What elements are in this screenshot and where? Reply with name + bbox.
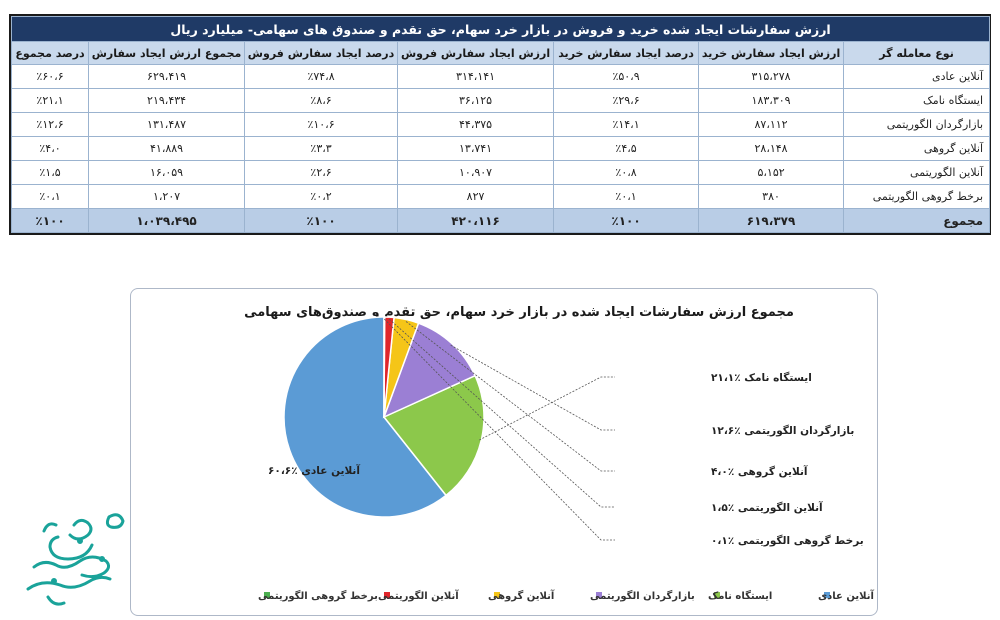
leader-line (450, 344, 615, 431)
table-row: آنلاین عادی ۳۱۵،۲۷۸ ٪۵۰،۹ ۳۱۴،۱۴۱ ٪۷۴،۸ ۶۲۹،۴… (10, 64, 991, 89)
column-header: ارزش ایجاد سفارش خرید (698, 41, 845, 65)
table-cell: ٪۴،۰ (10, 136, 90, 161)
pie-chart-panel: مجموع ارزش سفارشات ایجاد شده در بازار خر… (130, 288, 878, 616)
pie-slice (283, 316, 448, 518)
table-cell: ٪۲۱،۱ (10, 88, 90, 113)
column-header: درصد ایجاد سفارش خرید (553, 41, 700, 65)
total-cell: ۱،۰۳۹،۴۹۵ (88, 208, 246, 233)
pie-slice (383, 316, 386, 418)
chart-title: مجموع ارزش سفارشات ایجاد شده در بازار خر… (244, 305, 794, 320)
table-cell: ۱۳۱،۴۸۷ (88, 112, 246, 137)
data-label: ایستگاه نامک ٪۲۱،۱ (711, 371, 812, 384)
table-header-row: نوع معامله گر ارزش ایجاد سفارش خرید درصد ا… (10, 41, 991, 65)
data-label: آنلاین گروهی ٪۴،۰ (711, 465, 808, 478)
table-body: آنلاین عادی ۳۱۵،۲۷۸ ٪۵۰،۹ ۳۱۴،۱۴۱ ٪۷۴،۸ ۶۲۹،۴… (10, 64, 991, 233)
table-cell: ٪۰،۱ (553, 184, 700, 209)
total-cell: ٪۱۰۰ (553, 208, 700, 233)
table-cell: ٪۴،۵ (553, 136, 700, 161)
column-header: ارزش ایجاد سفارش فروش (397, 41, 555, 65)
table-cell: ۱۸۳،۳۰۹ (698, 88, 845, 113)
legend-label: آنلاین عادی (818, 589, 874, 602)
legend-swatch (264, 592, 270, 598)
legend-label: بازارگردان الگوریتمی (590, 589, 695, 602)
leader-line (388, 318, 615, 508)
table-cell: ۳۶،۱۲۵ (397, 88, 555, 113)
table-cell: ٪۱۲،۶ (10, 112, 90, 137)
leader-line (384, 318, 615, 541)
leader-line (405, 321, 615, 472)
table-cell: ٪۶۰،۶ (10, 64, 90, 89)
table-cell: ٪۱۴،۱ (553, 112, 700, 137)
table-cell: ٪۰،۸ (553, 160, 700, 185)
table-cell: ۳۸۰ (698, 184, 845, 209)
table-row: ایستگاه نامک ۱۸۳،۳۰۹ ٪۲۹،۶ ۳۶،۱۲۵ ٪۸،۶ ۲۱۹،۴۳… (10, 88, 991, 113)
legend-label: ایستگاه نامک (708, 589, 772, 602)
column-header: درصد ایجاد سفارش فروش (244, 41, 399, 65)
row-label: آنلاین عادی (843, 64, 991, 89)
table-cell: ٪۲،۶ (244, 160, 399, 185)
table-cell: ٪۱،۵ (10, 160, 90, 185)
table-title: ارزش سفارشات ایجاد شده خرید و فروش در با… (10, 16, 991, 42)
legend-label: برخط گروهی الگوریتمی (258, 589, 378, 602)
table-row: برخط گروهی الگوریتمی ۳۸۰ ٪۰،۱ ۸۲۷ ٪۰،۲ ۱،۲۰۷ ٪… (10, 184, 991, 209)
table-row: آنلاین گروهی ۲۸،۱۴۸ ٪۴،۵ ۱۳،۷۴۱ ٪۳،۳ ۴۱،۸۸۹ ٪۴… (10, 136, 991, 161)
orders-table-container: ارزش سفارشات ایجاد شده خرید و فروش در با… (9, 14, 991, 235)
table-cell: ۴۴،۳۷۵ (397, 112, 555, 137)
table-cell: ۱،۲۰۷ (88, 184, 246, 209)
legend-label: آنلاین گروهی (488, 589, 555, 602)
table-cell: ۸۲۷ (397, 184, 555, 209)
column-header: درصد مجموع (10, 41, 90, 65)
total-label: مجموع (843, 208, 991, 233)
table-cell: ۳۱۵،۲۷۸ (698, 64, 845, 89)
table-cell: ۳۱۴،۱۴۱ (397, 64, 555, 89)
table-cell: ٪۲۹،۶ (553, 88, 700, 113)
table-cell: ٪۰،۱ (10, 184, 90, 209)
table-cell: ٪۸،۶ (244, 88, 399, 113)
row-label: برخط گروهی الگوریتمی (843, 184, 991, 209)
legend-swatch (494, 592, 500, 598)
column-header: مجموع ارزش ایجاد سفارش (88, 41, 246, 65)
total-cell: ۴۲۰،۱۱۶ (397, 208, 555, 233)
pie-chart: مجموع ارزش سفارشات ایجاد شده در بازار خر… (244, 305, 874, 602)
leader-line (479, 376, 615, 441)
table-row: آنلاین الگوریتمی ۵،۱۵۲ ٪۰،۸ ۱۰،۹۰۷ ٪۲،۶ ۱۶،۰۵… (10, 160, 991, 185)
pie-slice (382, 374, 485, 497)
table-cell: ۱۰،۹۰۷ (397, 160, 555, 185)
row-label: آنلاین الگوریتمی (843, 160, 991, 185)
column-header: نوع معامله گر (843, 41, 991, 65)
row-label: بازارگردان الگوریتمی (843, 112, 991, 137)
table-cell: ۸۷،۱۱۲ (698, 112, 845, 137)
table-cell: ۱۶،۰۵۹ (88, 160, 246, 185)
orders-table: ارزش سفارشات ایجاد شده خرید و فروش در با… (10, 16, 991, 233)
total-row: مجموع ۶۱۹،۳۷۹ ٪۱۰۰ ۴۲۰،۱۱۶ ٪۱۰۰ ۱،۰۳۹،۴۹۵ ٪۱۰۰ (10, 208, 991, 233)
table-cell: ۲۸،۱۴۸ (698, 136, 845, 161)
table-cell: ۴۱،۸۸۹ (88, 136, 246, 161)
table-cell: ٪۳،۳ (244, 136, 399, 161)
table-cell: ٪۱۰،۶ (244, 112, 399, 137)
table-cell: ۱۳،۷۴۱ (397, 136, 555, 161)
data-label: برخط گروهی الگوریتمی ٪۰،۱ (711, 534, 864, 547)
table-row: بازارگردان الگوریتمی ۸۷،۱۱۲ ٪۱۴،۱ ۴۴،۳۷۵ ٪۱۰… (10, 112, 991, 137)
legend-swatch (714, 592, 720, 598)
table-cell: ٪۷۴،۸ (244, 64, 399, 89)
total-cell: ٪۱۰۰ (10, 208, 90, 233)
data-label: آنلاین الگوریتمی ٪۱،۵ (711, 501, 823, 514)
data-label: بازارگردان الگوریتمی ٪۱۲،۶ (711, 424, 854, 437)
table-cell: ۲۱۹،۴۳۴ (88, 88, 246, 113)
legend-label: آنلاین الگوریتمی (378, 589, 459, 602)
site-logo-watermark (26, 513, 125, 606)
legend-swatch (596, 592, 602, 598)
legend-swatch (824, 592, 830, 598)
total-cell: ٪۱۰۰ (244, 208, 399, 233)
data-label: آنلاین عادی ٪۶۰،۶ (268, 464, 360, 477)
legend-swatch (384, 592, 390, 598)
table-cell: ٪۵۰،۹ (553, 64, 700, 89)
table-cell: ۵،۱۵۲ (698, 160, 845, 185)
total-cell: ۶۱۹،۳۷۹ (698, 208, 845, 233)
table-cell: ٪۰،۲ (244, 184, 399, 209)
table-cell: ۶۲۹،۴۱۹ (88, 64, 246, 89)
row-label: آنلاین گروهی (843, 136, 991, 161)
row-label: ایستگاه نامک (843, 88, 991, 113)
